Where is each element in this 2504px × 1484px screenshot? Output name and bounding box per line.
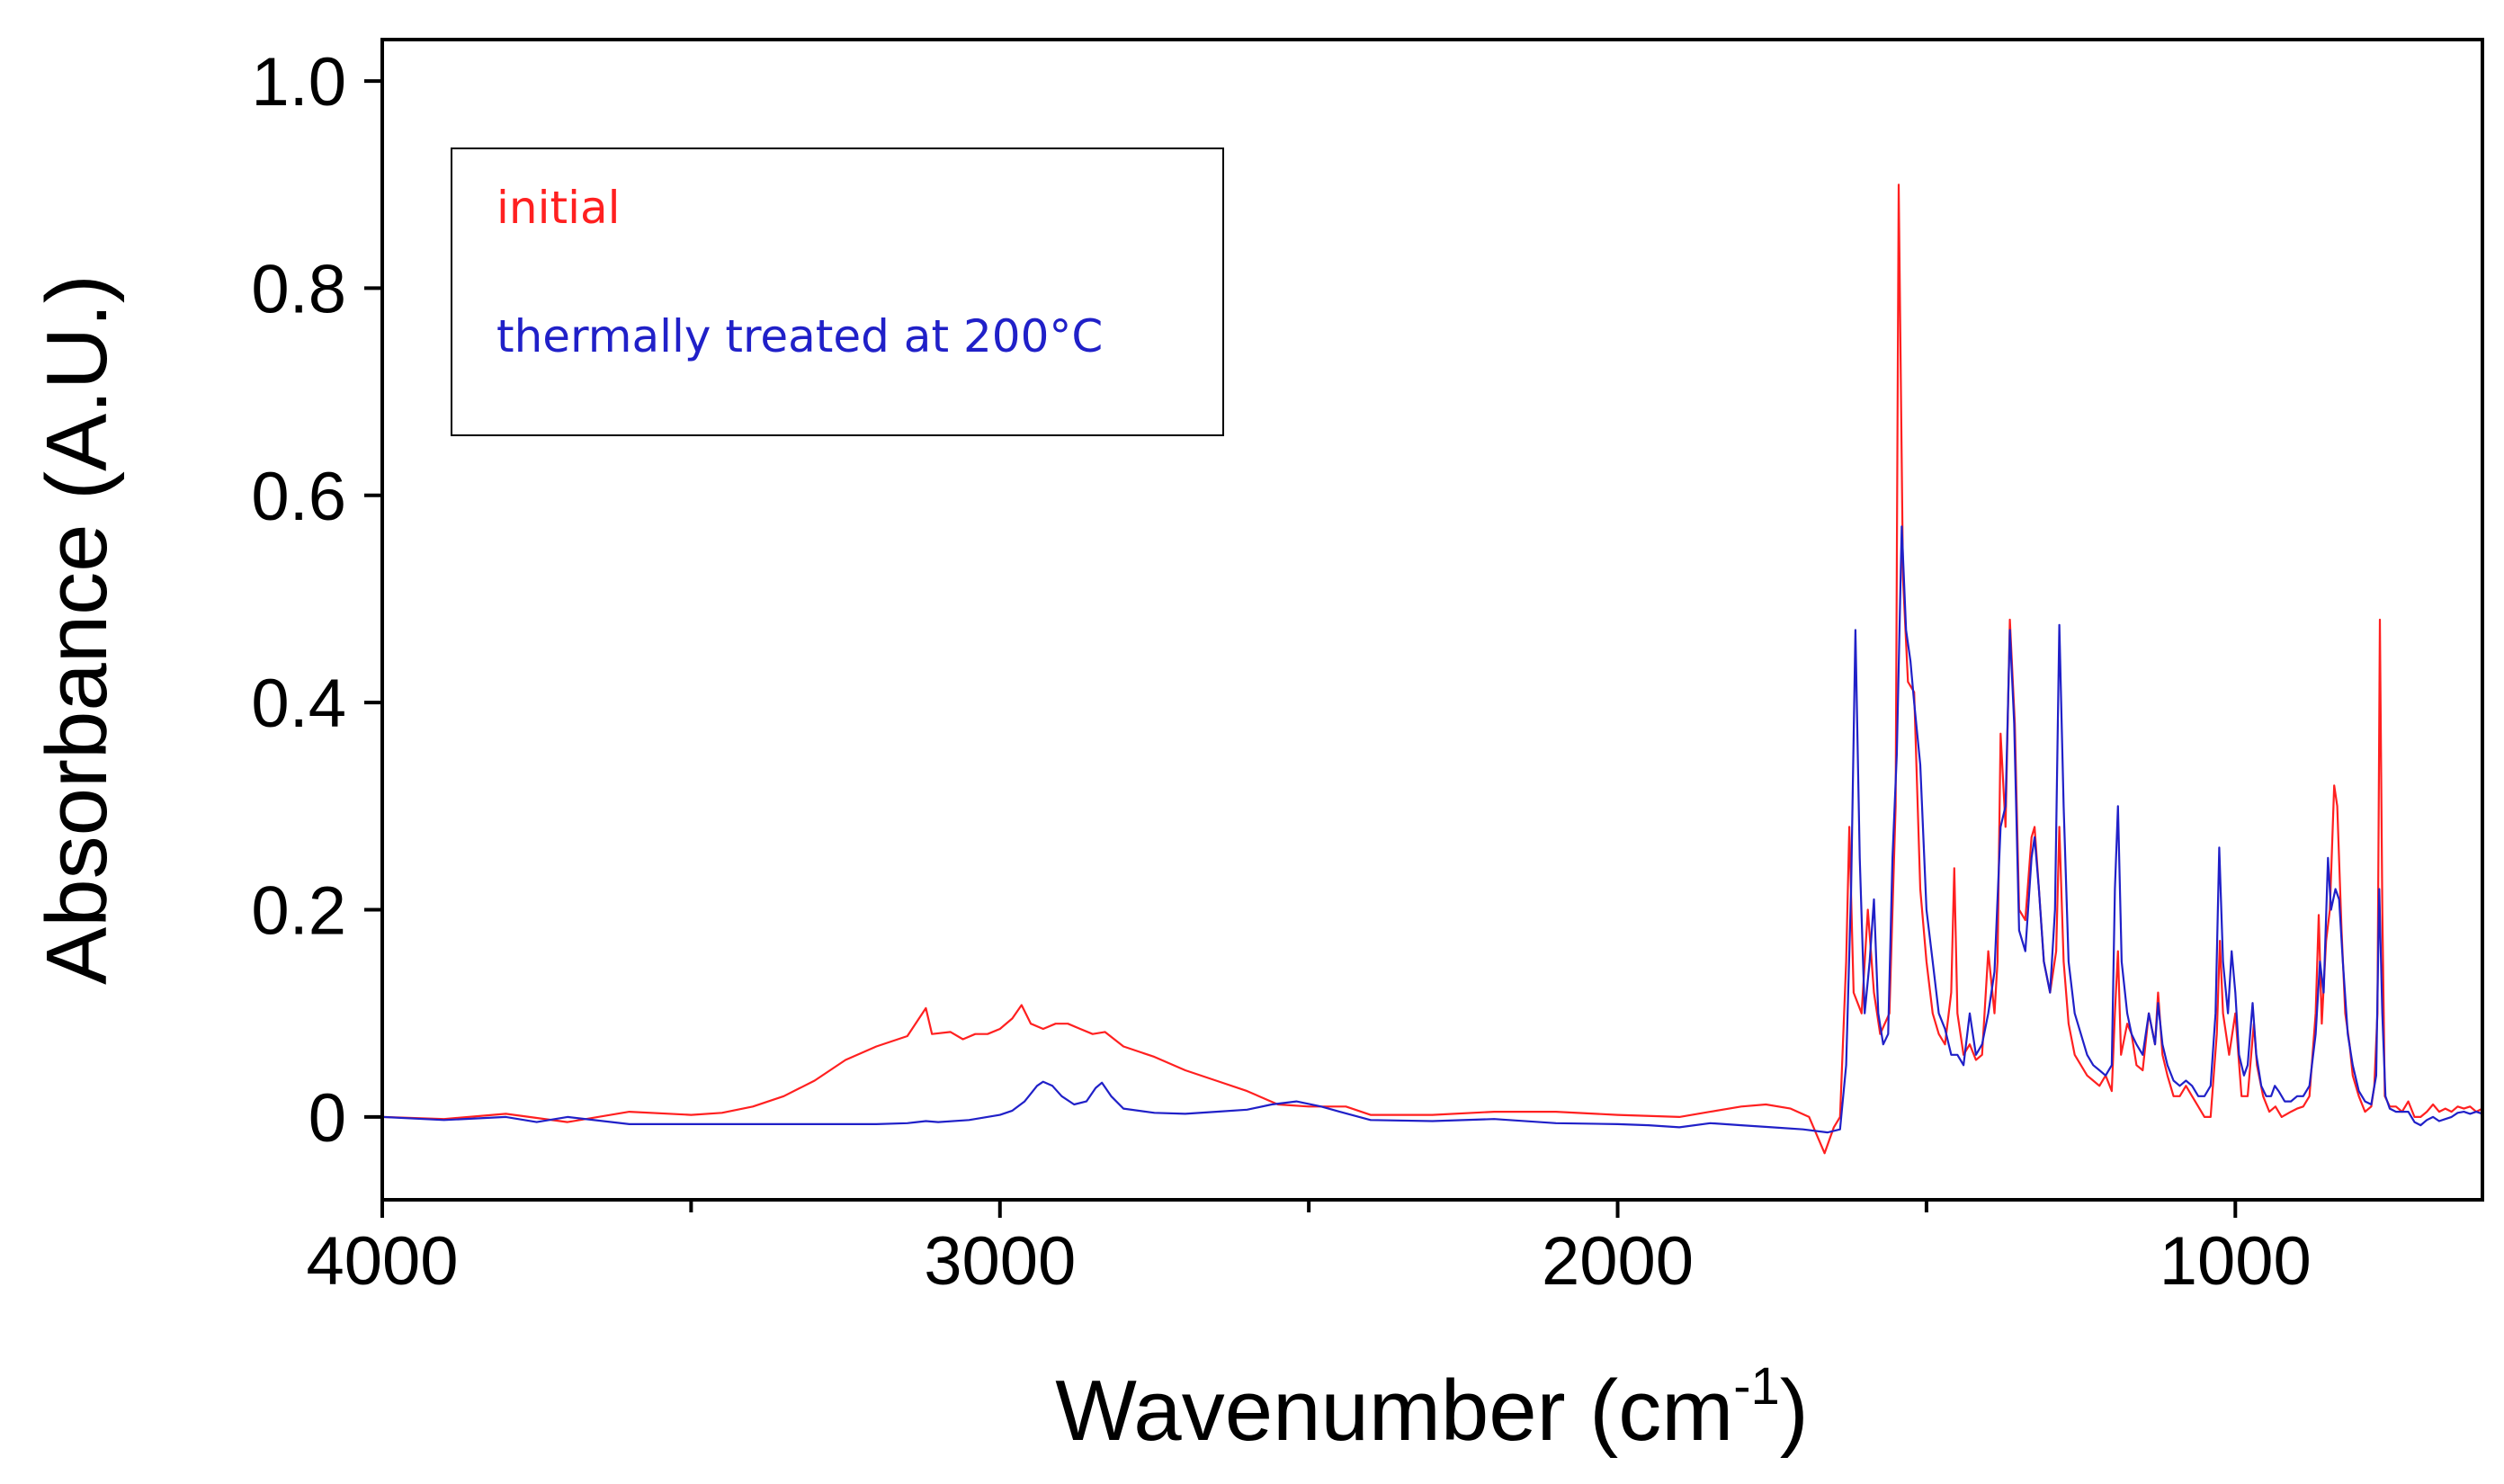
- x-tick-label: 3000: [924, 1223, 1076, 1300]
- y-tick-label: 0.8: [251, 251, 346, 327]
- x-axis-ticks: 4000 3000 2000 1000: [306, 1200, 2312, 1300]
- y-tick-label: 0.2: [251, 873, 346, 950]
- y-tick-label: 0.6: [251, 459, 346, 535]
- plot-frame: [380, 38, 2484, 1202]
- x-tick-label: 1000: [2160, 1223, 2312, 1300]
- y-axis-title: Absorbance (A.U.): [29, 274, 125, 985]
- y-axis-ticks: 0 0.2 0.4 0.6 0.8 1.0: [251, 44, 382, 1157]
- legend-entry-thermally-treated: thermally treated at 200°C: [496, 310, 1103, 362]
- series-line-initial: [381, 183, 2483, 1155]
- x-axis-title-suffix: ): [1780, 1363, 1809, 1459]
- legend-entry-initial: initial: [496, 182, 621, 234]
- y-tick-label: 0: [309, 1080, 346, 1157]
- y-tick-label: 1.0: [251, 44, 346, 121]
- series-line-thermally-treated: [381, 525, 2483, 1134]
- x-axis-title-superscript: -1: [1733, 1357, 1780, 1416]
- x-axis-title-main: Wavenumber (cm: [1055, 1363, 1733, 1459]
- x-axis-title: Wavenumber (cm-1): [1055, 1357, 1808, 1459]
- legend-box: [451, 148, 1224, 436]
- x-tick-label: 2000: [1542, 1223, 1694, 1300]
- y-tick-label: 0.4: [251, 666, 346, 742]
- x-tick-label: 4000: [306, 1223, 458, 1300]
- legend: initial thermally treated at 200°C: [451, 148, 1224, 436]
- series-layer: [381, 183, 2483, 1155]
